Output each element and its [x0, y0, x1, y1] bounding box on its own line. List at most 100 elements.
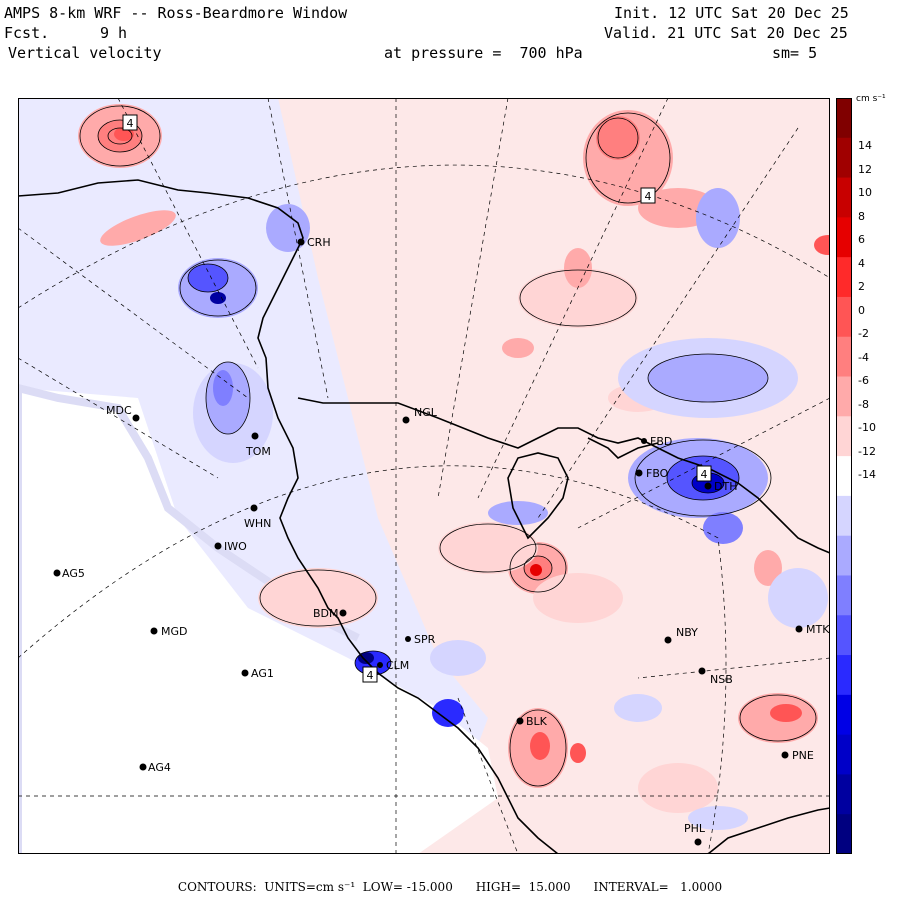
colorbar-tick-label: 2 [858, 280, 865, 293]
colorbar-swatch [836, 98, 852, 139]
vertical-velocity-map: 4 4 4 4 CRH MDC NGL TOM WHN IWO AG5 BDM … [18, 98, 830, 854]
svg-text:AG5: AG5 [62, 567, 85, 580]
colorbar-swatch [836, 257, 852, 298]
colorbar-swatch [836, 734, 852, 775]
station-TOM: TOM [245, 432, 271, 458]
colorbar-tick-label: -10 [858, 421, 876, 434]
colorbar-swatch [836, 376, 852, 417]
station-BLK: BLK [516, 715, 548, 728]
station-MTK: MTK [795, 623, 830, 636]
colorbar-swatch [836, 694, 852, 736]
colorbar-swatch [836, 456, 852, 497]
station-DTH: DTH [704, 480, 737, 493]
colorbar-swatch [836, 137, 852, 179]
station-CRH: CRH [297, 236, 331, 249]
map-frame [18, 98, 830, 854]
svg-text:NBY: NBY [676, 626, 698, 639]
colorbar-tick-label: 4 [858, 256, 865, 270]
forecast-label: Fcst. [4, 24, 50, 42]
svg-text:MGD: MGD [161, 625, 188, 638]
colorbar-tick-label: 0 [858, 303, 865, 317]
station-WHN: WHN [244, 504, 271, 530]
station-BDM: BDM [313, 607, 347, 620]
contour-label: 4 [645, 190, 652, 203]
station-MDC: MDC [106, 404, 140, 422]
colorbar-tick-label: 6 [858, 233, 865, 246]
station-IWO: IWO [214, 540, 247, 553]
svg-text:NGL: NGL [414, 406, 438, 419]
svg-text:MTK: MTK [806, 623, 830, 636]
colorbar-tick-label: 12 [858, 162, 872, 176]
svg-text:DTH: DTH [714, 480, 737, 493]
station-PHL: PHL [684, 822, 706, 846]
colorbar-tick-label: -14 [858, 468, 876, 481]
colorbar-tick-label: -12 [858, 444, 876, 458]
forecast-hour: 9 h [100, 24, 128, 42]
colorbar-tick-label: 8 [858, 209, 865, 223]
colorbar-swatch [836, 296, 852, 338]
svg-text:TOM: TOM [245, 445, 271, 458]
svg-text:FBD: FBD [650, 435, 672, 448]
station-AG4: AG4 [139, 761, 171, 774]
svg-text:FBO: FBO [646, 467, 669, 480]
station-MGD: MGD [150, 625, 188, 638]
svg-text:AG4: AG4 [148, 761, 171, 774]
station-CLM: CLM [377, 659, 409, 672]
colorbar-tick-label: -8 [858, 397, 869, 411]
colorbar-swatch [836, 575, 852, 616]
svg-text:IWO: IWO [224, 540, 247, 553]
contour-label: 4 [367, 669, 374, 682]
station-FBD: FBD [641, 435, 672, 448]
svg-text:PNE: PNE [792, 749, 814, 762]
colorbar-tick-label: -4 [858, 350, 869, 364]
station-PNE: PNE [781, 749, 814, 762]
svg-text:PHL: PHL [684, 822, 706, 835]
colorbar-swatch [836, 655, 852, 696]
colorbar-swatch [836, 217, 852, 258]
colorbar-tick-label: 14 [858, 139, 872, 152]
colorbar-swatch [836, 416, 852, 457]
colorbar-tick-label: -6 [858, 374, 869, 387]
station-AG5: AG5 [53, 567, 85, 580]
valid-time: Valid. 21 UTC Sat 20 Dec 25 [604, 24, 848, 42]
init-time: Init. 12 UTC Sat 20 Dec 25 [614, 4, 849, 22]
colorbar-units: cm s⁻¹ [856, 94, 886, 104]
svg-text:MDC: MDC [106, 404, 132, 417]
contour-lines [79, 105, 817, 787]
colorbar-swatch [836, 814, 852, 854]
station-AG1: AG1 [241, 667, 274, 680]
ascent-patches [78, 104, 830, 813]
station-NGL: NGL [402, 406, 438, 424]
colorbar-tick-label: -2 [858, 327, 869, 340]
station-SPR: SPR [405, 633, 436, 646]
svg-text:BLK: BLK [526, 715, 548, 728]
colorbar-swatch [836, 615, 852, 656]
field-name: Vertical velocity [8, 44, 162, 62]
colorbar-swatch [836, 177, 852, 218]
station-NBY: NBY [664, 626, 698, 644]
smoothing: sm= 5 [772, 44, 818, 62]
zero-field [18, 388, 498, 854]
colorbar-tick-label: 10 [858, 186, 872, 199]
colorbar [836, 98, 852, 854]
descent-patches [178, 188, 828, 830]
station-NSB: NSB [698, 667, 733, 686]
coastline [18, 179, 830, 854]
map-title: AMPS 8-km WRF -- Ross-Beardmore Window [4, 4, 348, 22]
svg-text:NSB: NSB [710, 673, 733, 686]
colorbar-swatch [836, 336, 852, 378]
colorbar-swatch [836, 495, 852, 537]
contour-label: 4 [127, 117, 134, 130]
pressure-level: at pressure = 700 hPa [384, 44, 583, 62]
svg-text:BDM: BDM [313, 607, 339, 620]
svg-text:AG1: AG1 [251, 667, 274, 680]
svg-text:WHN: WHN [244, 517, 271, 530]
contour-label-boxes: 4 4 4 4 [122, 114, 712, 683]
svg-text:CLM: CLM [386, 659, 409, 672]
stations: CRH MDC NGL TOM WHN IWO AG5 BDM MGD AG1 … [53, 236, 830, 846]
colorbar-swatch [836, 774, 852, 815]
svg-text:CRH: CRH [307, 236, 331, 249]
colorbar-swatch [836, 535, 852, 576]
contour-info: CONTOURS: UNITS=cm s⁻¹ LOW= -15.000 HIGH… [177, 880, 723, 894]
svg-text:SPR: SPR [414, 633, 436, 646]
